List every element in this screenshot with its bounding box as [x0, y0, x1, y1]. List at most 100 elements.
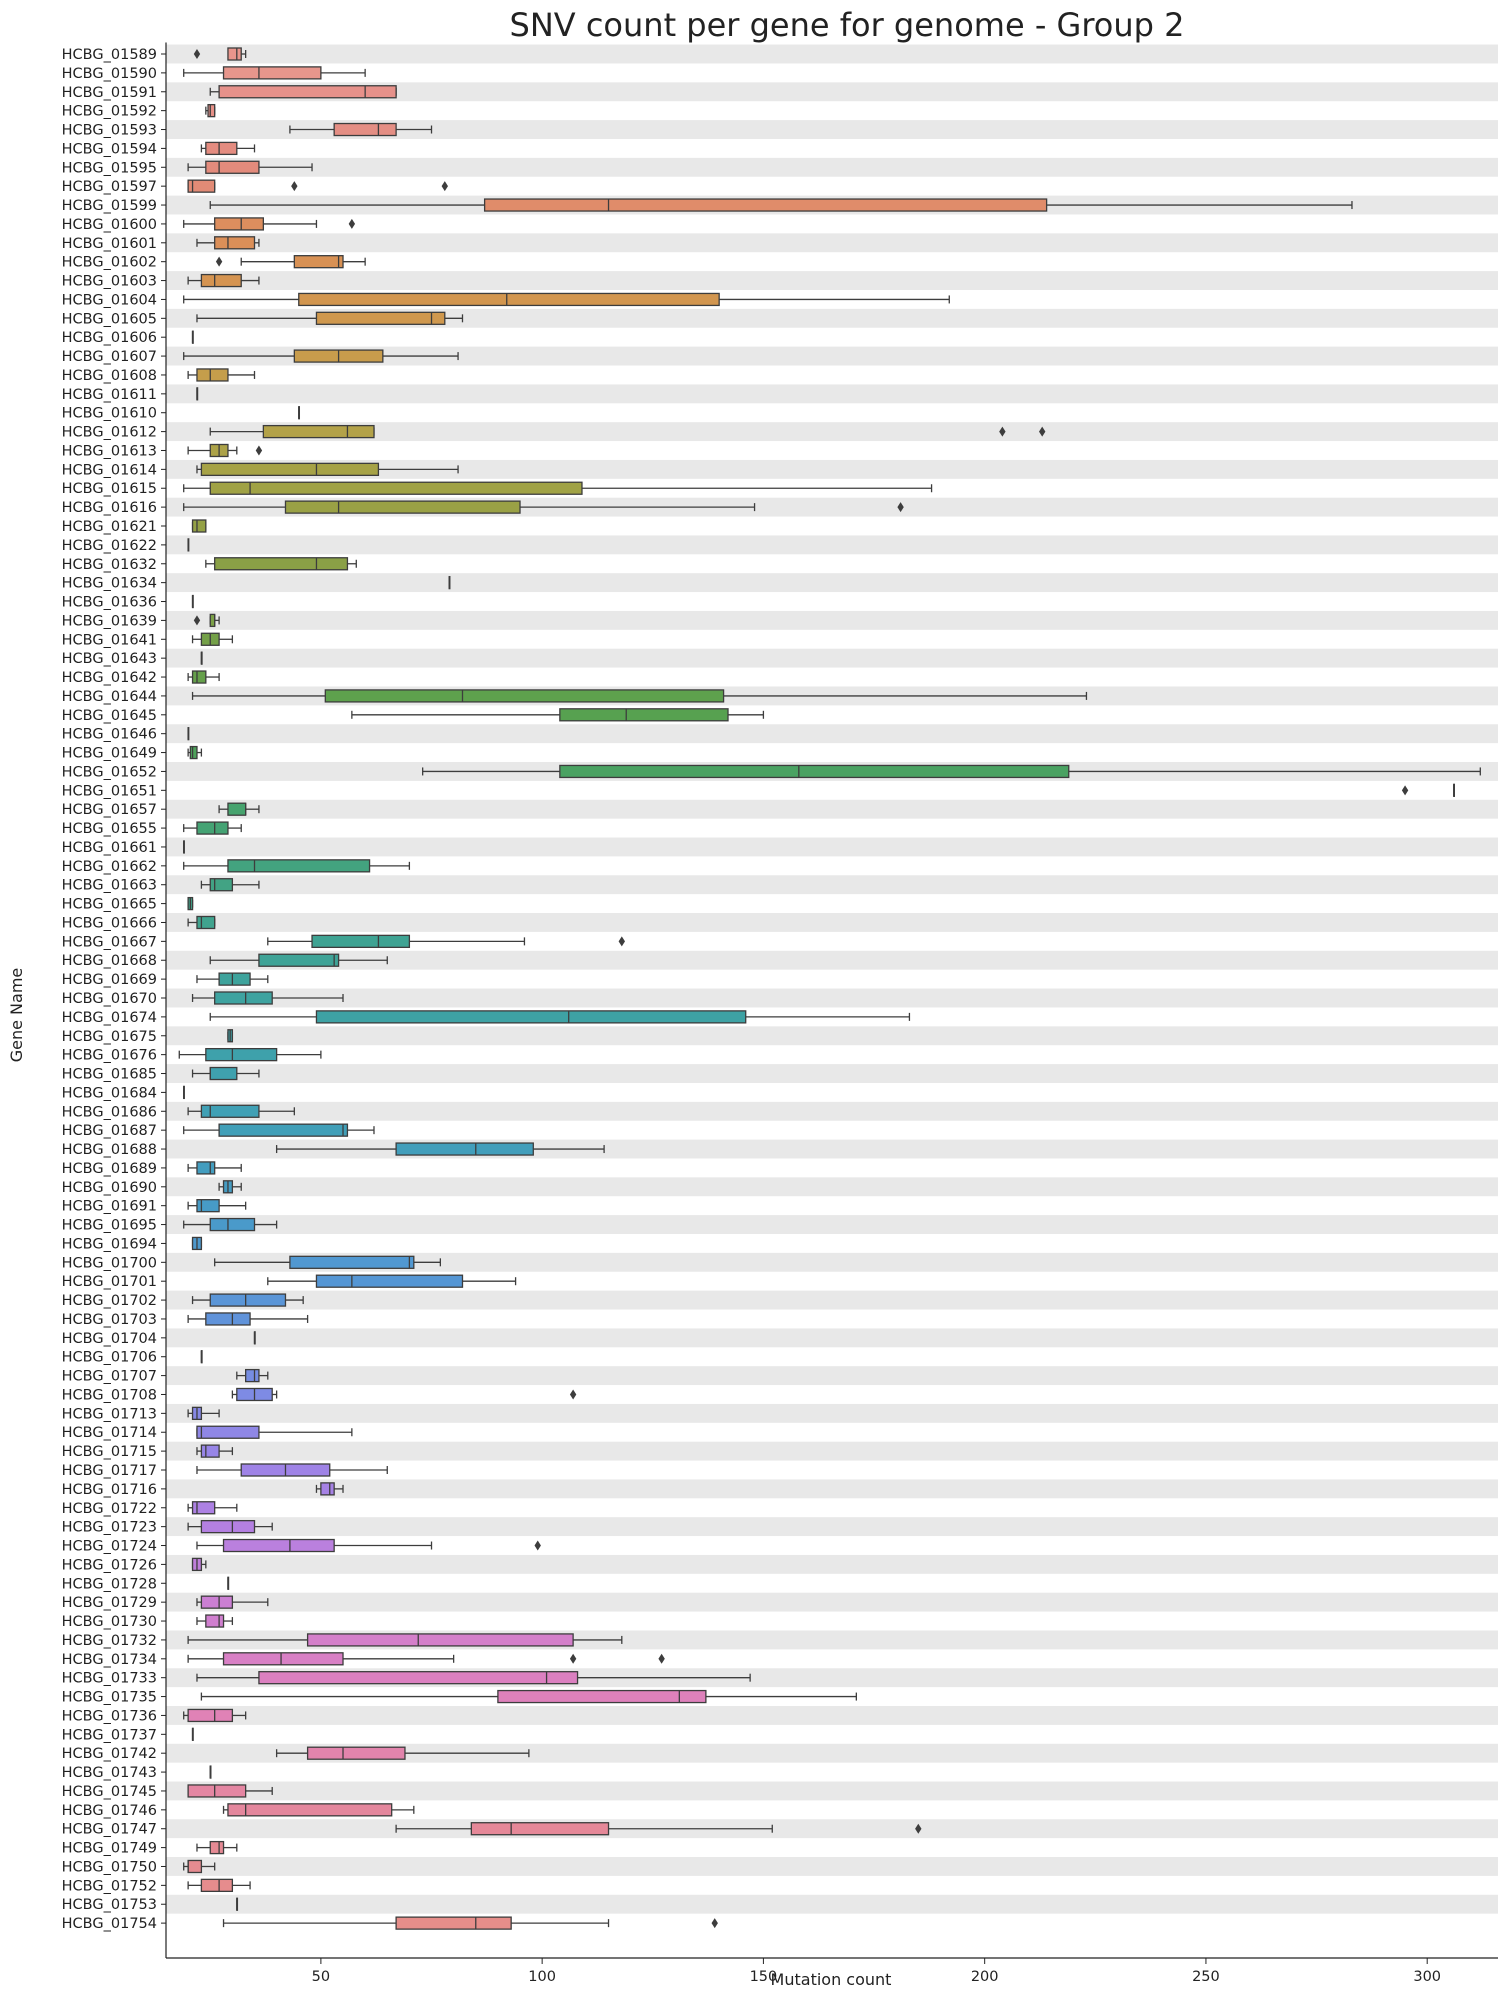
y-tick-label: HCBG_01603: [62, 274, 157, 290]
y-tick-label: HCBG_01607: [62, 349, 157, 365]
y-tick-label: HCBG_01621: [62, 519, 157, 535]
y-tick-label: HCBG_01594: [62, 141, 157, 157]
outlier-point: [569, 1653, 577, 1664]
outlier-point: [193, 615, 201, 626]
x-tick-label: 300: [1413, 1969, 1441, 1985]
iqr-box: [209, 1840, 225, 1855]
iqr-box: [200, 462, 380, 477]
y-tick-label: HCBG_01605: [62, 311, 157, 327]
gene-box-HCBG_01655: [183, 821, 242, 835]
y-tick-label: HCBG_01732: [62, 1633, 157, 1649]
gene-box-HCBG_01733: [196, 1671, 751, 1685]
gene-box-HCBG_01684: [183, 1085, 185, 1100]
y-tick-label: HCBG_01734: [62, 1652, 157, 1668]
row-stripe: [166, 422, 1498, 442]
iqr-box: [209, 1217, 256, 1232]
gene-box-HCBG_01668: [209, 953, 388, 967]
y-tick-label: HCBG_01717: [62, 1463, 157, 1479]
y-tick-label: HCBG_01632: [62, 557, 157, 573]
gene-box-HCBG_01732: [187, 1633, 623, 1647]
iqr-box: [196, 1425, 260, 1439]
iqr-box: [293, 255, 344, 269]
y-tick-label: HCBG_01597: [62, 179, 157, 195]
iqr-box: [483, 198, 1048, 212]
x-axis-label: Mutation count: [771, 1970, 892, 1989]
row-stripe: [166, 44, 1498, 64]
gene-box-HCBG_01603: [187, 273, 260, 288]
y-tick-label: HCBG_01634: [62, 576, 157, 592]
y-tick-label: HCBG_01728: [62, 1576, 157, 1592]
y-tick-label: HCBG_01694: [62, 1236, 157, 1252]
gene-box-HCBG_01595: [187, 160, 313, 174]
gene-box-HCBG_01736: [183, 1708, 247, 1723]
iqr-box: [315, 1274, 464, 1288]
gene-box-HCBG_01688: [275, 1142, 605, 1156]
iqr-box: [218, 972, 251, 986]
iqr-box: [209, 878, 234, 892]
y-tick-label: HCBG_01737: [62, 1727, 157, 1743]
row-stripe: [166, 1819, 1498, 1839]
gene-box-HCBG_01754: [222, 1916, 718, 1930]
outlier-point: [348, 218, 356, 229]
y-tick-label: HCBG_01735: [62, 1690, 157, 1706]
iqr-box: [207, 103, 216, 118]
outlier-point: [569, 1389, 577, 1400]
gene-box-HCBG_01651: [1401, 783, 1455, 797]
gene-box-HCBG_01614: [196, 462, 459, 477]
iqr-box: [470, 1822, 610, 1836]
y-tick-label: HCBG_01649: [62, 746, 157, 762]
gene-box-HCBG_01613: [187, 443, 263, 458]
iqr-box: [200, 1444, 220, 1458]
iqr-box: [187, 179, 216, 193]
iqr-box: [196, 915, 216, 930]
y-tick-label: HCBG_01707: [62, 1369, 157, 1385]
y-tick-label: HCBG_01662: [62, 859, 157, 875]
gene-box-HCBG_01746: [222, 1803, 415, 1817]
gene-box-HCBG_01695: [183, 1217, 278, 1232]
row-stripe: [166, 988, 1498, 1008]
iqr-box: [200, 1519, 256, 1534]
y-tick-label: HCBG_01708: [62, 1387, 157, 1403]
y-tick-label: HCBG_01670: [62, 991, 157, 1007]
row-stripe: [166, 573, 1498, 593]
outlier-point: [618, 936, 626, 947]
y-tick-label: HCBG_01614: [62, 462, 157, 478]
iqr-box: [298, 292, 720, 307]
iqr-box: [559, 764, 1070, 779]
row-stripe: [166, 1177, 1498, 1197]
iqr-box: [196, 1161, 216, 1175]
iqr-box: [227, 1803, 393, 1817]
gene-box-HCBG_01670: [191, 991, 344, 1005]
y-tick-label: HCBG_01690: [62, 1180, 157, 1196]
row-stripe: [166, 459, 1498, 479]
gene-box-HCBG_01749: [196, 1840, 238, 1855]
iqr-box: [189, 745, 198, 760]
iqr-box: [205, 160, 260, 174]
x-axis: 50 100 150 200 250 300: [166, 1957, 1498, 1985]
outlier-point: [291, 181, 298, 192]
gene-box-HCBG_01729: [196, 1595, 269, 1609]
y-tick-label: HCBG_01601: [62, 236, 157, 252]
gene-box-HCBG_01667: [267, 934, 626, 949]
y-tick-label: HCBG_01592: [62, 104, 157, 120]
gene-box-HCBG_01715: [196, 1444, 234, 1458]
y-tick-label: HCBG_01676: [62, 1048, 157, 1064]
gene-box-HCBG_01702: [191, 1293, 304, 1307]
gene-box-HCBG_01649: [187, 745, 203, 760]
iqr-box: [209, 481, 583, 495]
row-stripe: [166, 82, 1498, 102]
iqr-box: [187, 1784, 247, 1798]
gene-box-HCBG_01608: [187, 368, 256, 382]
y-tick-label: HCBG_01669: [62, 972, 157, 988]
y-tick-label: HCBG_01663: [62, 878, 157, 894]
gene-box-HCBG_01728: [227, 1576, 230, 1590]
y-tick-label: HCBG_01729: [62, 1595, 157, 1611]
gene-box-HCBG_01662: [183, 859, 411, 873]
gene-box-HCBG_01615: [183, 481, 933, 495]
gene-box-HCBG_01644: [191, 689, 1088, 703]
y-tick-label: HCBG_01602: [62, 255, 157, 271]
gene-box-HCBG_01646: [187, 727, 190, 741]
iqr-box: [218, 85, 397, 99]
y-tick-label: HCBG_01615: [62, 481, 157, 497]
row-stripe: [166, 1781, 1498, 1801]
